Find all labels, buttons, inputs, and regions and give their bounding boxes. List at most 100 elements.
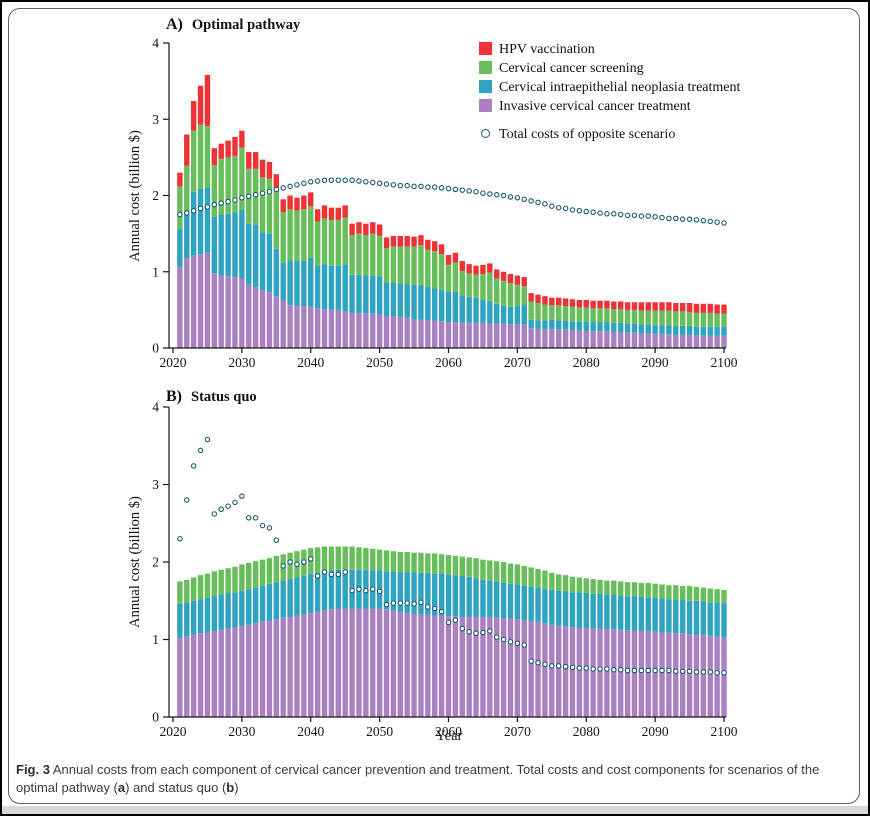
- scatter-point: [638, 213, 645, 219]
- bar-segment: [308, 613, 314, 717]
- bar-segment: [328, 570, 335, 610]
- bar-segment: [707, 602, 713, 636]
- bar-segment: [184, 165, 190, 214]
- bar-segment: [383, 282, 390, 316]
- bar-segment: [487, 560, 493, 581]
- bar-segment: [624, 309, 631, 324]
- bar-segment: [576, 321, 583, 331]
- bar-segment: [218, 158, 224, 215]
- bar-segment: [480, 264, 486, 275]
- scatter-point: [466, 188, 472, 194]
- scatter-point: [390, 600, 397, 606]
- x-tick-label: 2060: [435, 355, 462, 370]
- bar-segment: [252, 224, 259, 287]
- bar-segment: [576, 592, 583, 628]
- scatter-point: [679, 668, 686, 675]
- bar-segment: [487, 580, 493, 618]
- bar-segment: [604, 594, 610, 630]
- bar-segment: [301, 614, 307, 717]
- scatter-point: [487, 628, 493, 634]
- bar-segment: [562, 298, 569, 307]
- scatter-point: [404, 182, 410, 189]
- bar-segment: [631, 302, 638, 310]
- caption-bold-b: b: [226, 780, 235, 795]
- bar-segment: [631, 323, 638, 333]
- bar-segment: [528, 567, 534, 587]
- bar-segment: [666, 325, 672, 335]
- legend-swatch-teal: [479, 80, 492, 93]
- scatter-point: [611, 211, 617, 217]
- scatter-point: [500, 192, 507, 199]
- scatter-point: [280, 563, 286, 569]
- bar-segment: [473, 274, 479, 298]
- scatter-point: [328, 177, 335, 184]
- bar-segment: [459, 270, 465, 296]
- scatter-point: [369, 586, 376, 592]
- bar-segment: [514, 324, 521, 348]
- scatter-point: [287, 183, 293, 190]
- scatter-point: [321, 177, 328, 184]
- bar-segment: [301, 209, 307, 261]
- bar-segment: [232, 566, 238, 593]
- scatter-point: [266, 188, 273, 195]
- bar-segment: [549, 305, 555, 320]
- bar-segment: [370, 222, 376, 234]
- y-tick-label: 0: [152, 710, 159, 725]
- scatter-point: [246, 193, 252, 200]
- bar-segment: [604, 322, 610, 332]
- bar-segment: [576, 299, 583, 308]
- bar-segment: [321, 610, 328, 717]
- scatter-point: [280, 185, 286, 191]
- scatter-point: [645, 667, 651, 674]
- bar-segment: [239, 209, 245, 279]
- scatter-point: [466, 628, 472, 635]
- bar-segment: [700, 634, 707, 717]
- bar-segment: [397, 246, 403, 284]
- bar-segment: [266, 583, 273, 621]
- bar-segment: [679, 325, 686, 336]
- bar-segment: [356, 547, 362, 570]
- scatter-point: [707, 218, 713, 225]
- bar-segment: [383, 315, 390, 348]
- scatter-point: [431, 605, 438, 612]
- bar-segment: [514, 275, 521, 285]
- scatter-point: [321, 569, 328, 575]
- bar-segment: [280, 299, 286, 348]
- bar-segment: [542, 296, 548, 305]
- bar-segment: [397, 283, 403, 317]
- bar-segment: [659, 302, 665, 311]
- scatter-point: [528, 658, 534, 664]
- bar-segment: [700, 335, 707, 348]
- scatter-point: [500, 636, 507, 643]
- scatter-point: [679, 216, 686, 222]
- bar-segment: [659, 598, 665, 633]
- bar-segment: [521, 286, 527, 305]
- bar-segment: [528, 301, 534, 320]
- bar-segment: [266, 178, 273, 234]
- bar-segment: [259, 586, 266, 622]
- bar-segment: [184, 636, 190, 717]
- bar-segment: [197, 254, 204, 348]
- panel-a-title-text: Optimal pathway: [191, 17, 301, 33]
- bar-segment: [425, 287, 431, 321]
- bar-segment: [383, 237, 390, 249]
- scatter-point: [259, 522, 266, 529]
- scatter-point: [418, 599, 424, 606]
- bar-segment: [617, 595, 624, 631]
- scatter-point: [624, 212, 631, 219]
- bar-segment: [480, 617, 486, 717]
- bar-segment: [287, 617, 293, 717]
- bar-segment: [638, 630, 645, 717]
- scatter-point: [535, 199, 541, 206]
- bar-segment: [438, 290, 445, 322]
- bar-segment: [232, 627, 238, 718]
- bar-segment: [370, 548, 376, 571]
- bar-segment: [604, 308, 610, 323]
- bar-segment: [452, 575, 459, 617]
- bar-segment: [569, 321, 576, 331]
- bar-segment: [370, 608, 376, 717]
- bar-segment: [356, 274, 362, 313]
- bar-segment: [287, 209, 293, 261]
- scatter-point: [542, 661, 548, 668]
